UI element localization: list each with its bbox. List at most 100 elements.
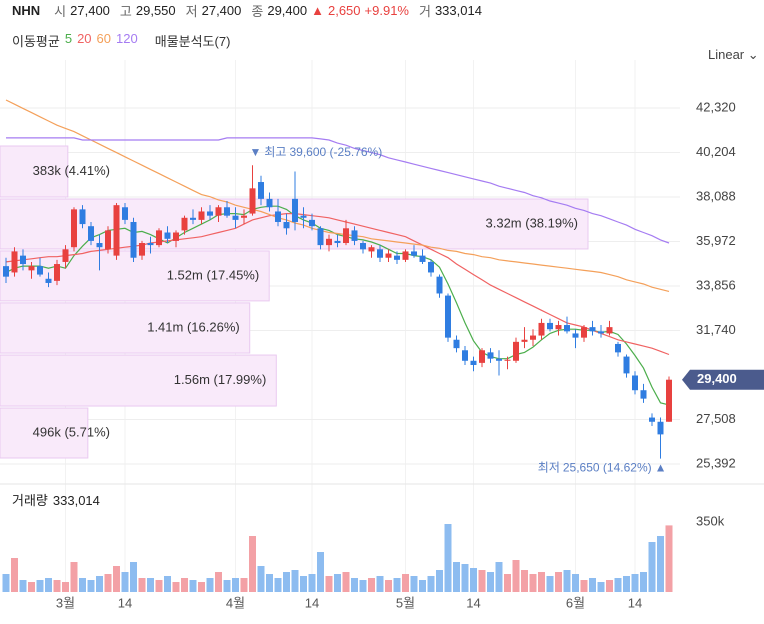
profile-label: 1.41m (16.26%)	[147, 319, 240, 334]
candle-body	[479, 350, 485, 363]
candle-body	[37, 266, 43, 275]
legend-title: 이동평균	[12, 34, 60, 49]
candle-body	[521, 339, 528, 342]
low-value: 27,400	[201, 2, 242, 18]
volume-title-value: 333,014	[53, 493, 100, 508]
volume-bar	[130, 562, 137, 592]
y-tick-label: 31,740	[696, 322, 736, 337]
volume-bar	[189, 580, 197, 592]
volume-bar	[504, 574, 511, 592]
volume-bar	[623, 576, 630, 592]
profile-title[interactable]: 매물분석도(7)	[154, 34, 231, 49]
candle-body	[538, 322, 545, 336]
x-tick-label: 14	[466, 595, 480, 610]
volume-bar	[45, 578, 52, 592]
volume-bar	[606, 580, 613, 592]
volume-title: 거래량 333,014	[12, 493, 100, 508]
volume-bar	[240, 578, 248, 592]
volume-bar	[427, 576, 435, 592]
y-tick-label: 25,392	[696, 455, 736, 470]
candle-body	[428, 261, 434, 273]
candle-body	[45, 278, 52, 283]
candle-body	[224, 207, 230, 216]
candle-body	[258, 182, 264, 199]
candle-body	[487, 352, 494, 359]
volume-bar	[368, 578, 375, 592]
volume-bar	[53, 580, 61, 592]
volume-bar	[19, 580, 27, 592]
candle-body	[139, 243, 145, 256]
candle-body	[11, 251, 18, 273]
volume-bar	[487, 572, 494, 592]
volume-bar	[563, 570, 571, 592]
volume-bar	[181, 578, 188, 592]
volume-bar	[11, 558, 18, 592]
candle-body	[419, 255, 426, 262]
change-mark: ▲	[311, 2, 324, 18]
candle-body	[215, 207, 222, 216]
volume-tick-label: 350k	[696, 513, 725, 528]
volume-bar	[232, 578, 239, 592]
volume-bar	[2, 574, 10, 592]
volume-bar	[546, 576, 554, 592]
candle-body	[555, 325, 562, 330]
profile-label: 1.52m (17.45%)	[167, 267, 260, 282]
candle-body	[122, 207, 128, 220]
volume-bar	[36, 580, 44, 592]
profile-band	[0, 407, 89, 459]
volume-bar	[291, 570, 299, 592]
annotation-part: 39,600 (-25.76%)	[289, 145, 382, 159]
candle-body	[368, 247, 375, 252]
candle-body	[20, 255, 26, 265]
price-tag-label: 29,400	[697, 371, 737, 386]
volume-bar	[147, 578, 154, 592]
candle-body	[130, 221, 137, 258]
scale-select[interactable]: Linear ⌄	[708, 47, 759, 62]
volume-bar	[317, 552, 324, 592]
high-label: 고	[119, 3, 132, 19]
candle-body	[547, 322, 553, 330]
legend-entry[interactable]: 60	[96, 31, 112, 46]
volume-bar	[359, 580, 367, 592]
x-tick-label: 3월	[56, 595, 75, 610]
candle-body	[666, 379, 672, 422]
volume-bar	[79, 578, 86, 592]
candle-body	[105, 230, 111, 250]
y-tick-label: 38,088	[696, 188, 736, 203]
x-tick-label: 5월	[396, 595, 415, 610]
candle-body	[334, 240, 341, 244]
stock-name: NHN	[12, 2, 41, 18]
candle-body	[164, 232, 171, 239]
candle-body	[173, 232, 179, 241]
y-tick-label: 27,508	[696, 411, 736, 426]
x-tick-label: 6월	[566, 595, 585, 610]
volume-bar	[589, 578, 596, 592]
volume-bar	[155, 580, 163, 592]
volume-bar	[138, 578, 146, 592]
profile-band	[0, 145, 69, 198]
volume-bar	[70, 562, 78, 592]
volume-bar	[87, 580, 95, 592]
price-tag	[682, 369, 764, 390]
legend-entry[interactable]: 20	[77, 31, 92, 46]
volume-bar	[597, 582, 605, 592]
volume-bar	[62, 582, 69, 592]
candle-body	[71, 209, 77, 248]
candle-body	[181, 217, 188, 231]
legend-entry[interactable]: 120	[116, 31, 138, 46]
candle-body	[385, 253, 392, 258]
candle-body	[351, 230, 358, 241]
volume-bar	[104, 574, 112, 592]
volume-bar	[580, 580, 588, 592]
candle-body	[598, 331, 604, 334]
profile-band	[0, 354, 277, 407]
volume-title-label: 거래량	[12, 493, 48, 508]
volume-bar	[308, 574, 316, 592]
legend-entry[interactable]: 5	[64, 31, 73, 46]
open-label: 시	[54, 3, 67, 19]
open-value: 27,400	[70, 2, 110, 18]
volume-bar	[274, 578, 282, 592]
candle-body	[232, 215, 239, 220]
volume-bar	[444, 524, 452, 592]
